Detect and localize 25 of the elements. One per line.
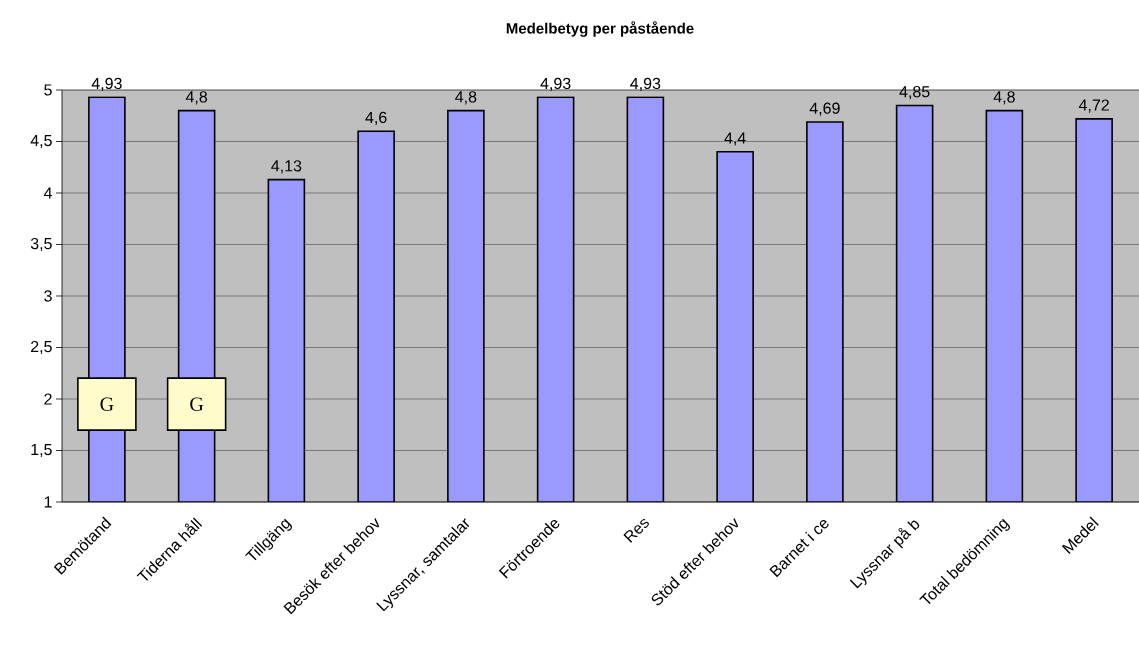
data-label: 4,13 bbox=[271, 160, 302, 174]
y-tick-label: 2 bbox=[44, 393, 52, 405]
data-label: 4,72 bbox=[1078, 99, 1109, 113]
data-label: 4,93 bbox=[540, 77, 571, 91]
data-label: 4,69 bbox=[809, 102, 840, 116]
annotation: G bbox=[190, 397, 204, 411]
data-label: 4,6 bbox=[365, 111, 387, 125]
data-label: 4,8 bbox=[455, 91, 477, 105]
y-tick-label: 4 bbox=[43, 187, 52, 199]
y-tick-label: 5 bbox=[44, 84, 52, 96]
y-tick-label: 3,5 bbox=[30, 237, 52, 252]
y-tick-label: 2,5 bbox=[31, 340, 52, 355]
y-tick-label: 1,5 bbox=[31, 443, 52, 458]
data-label: 4,85 bbox=[899, 86, 930, 100]
data-label: 4,4 bbox=[724, 132, 746, 146]
chart-title: Medelbetyg per påstående bbox=[506, 21, 694, 37]
data-label: 4,93 bbox=[630, 77, 661, 91]
data-label: 4,8 bbox=[993, 91, 1015, 105]
y-tick-label: 3 bbox=[44, 290, 52, 302]
annotation: G bbox=[100, 397, 114, 411]
y-tick-label: 4,5 bbox=[30, 134, 52, 149]
x-tick-label: Res bbox=[623, 519, 649, 543]
y-tick-label: 1 bbox=[44, 496, 52, 508]
data-label: 4,8 bbox=[185, 91, 208, 105]
data-label: 4,93 bbox=[91, 77, 122, 91]
